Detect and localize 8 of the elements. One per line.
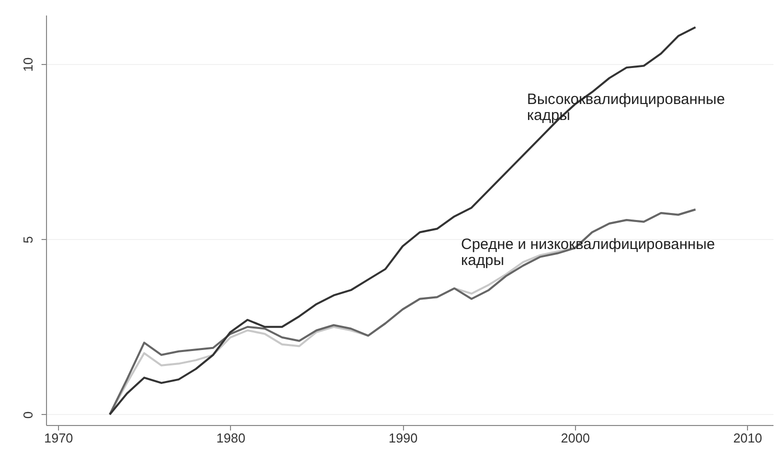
y-tick-label: 10 (20, 57, 36, 72)
x-tick-label: 1990 (388, 430, 418, 446)
y-tick-label: 0 (20, 411, 36, 419)
x-tick-label: 2000 (560, 430, 590, 446)
x-tick-label: 1980 (216, 430, 246, 446)
y-tick-label: 5 (20, 236, 36, 244)
x-tick-label: 2010 (733, 430, 762, 446)
x-tick-label: 1970 (44, 430, 74, 446)
